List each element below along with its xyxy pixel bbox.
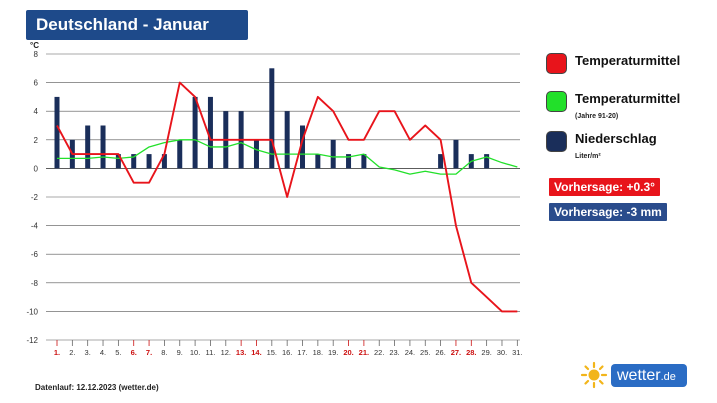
x-tick-label: 22. — [374, 348, 384, 357]
legend-swatch-precipitation — [546, 131, 567, 152]
x-tick-label: 1. — [54, 348, 60, 357]
precipitation-bar — [253, 139, 259, 169]
x-tick-label: 4. — [100, 348, 106, 357]
legend-item-temperature: Temperaturmittel — [546, 53, 680, 74]
forecast-temperature-badge: Vorhersage: +0.3° — [549, 178, 660, 196]
legend-sub-temperature-normal: (Jahre 91-20) — [575, 113, 619, 120]
precipitation-bar — [100, 125, 106, 169]
legend-item-precipitation: Niederschlag Liter/m² — [546, 131, 657, 164]
precipitation-bar — [146, 154, 152, 169]
x-tick-label: 3. — [85, 348, 91, 357]
legend-label-precipitation: Niederschlag — [575, 131, 657, 146]
x-tick-label: 13. — [236, 348, 246, 357]
legend-item-temperature-normal: Temperaturmittel (Jahre 91-20) — [546, 91, 680, 124]
y-tick-label: 2 — [34, 136, 39, 145]
x-tick-label: 10. — [190, 348, 200, 357]
x-tick-label: 20. — [343, 348, 353, 357]
y-tick-label: 8 — [34, 50, 39, 59]
legend-swatch-temperature-normal — [546, 91, 567, 112]
y-tick-label: -6 — [31, 250, 39, 259]
x-tick-label: 6. — [131, 348, 137, 357]
x-tick-label: 15. — [267, 348, 277, 357]
precipitation-bar — [315, 154, 321, 169]
legend-swatch-temperature — [546, 53, 567, 74]
x-tick-label: 24. — [405, 348, 415, 357]
x-tick-label: 19. — [328, 348, 338, 357]
y-tick-label: -2 — [31, 193, 39, 202]
x-tick-label: 11. — [206, 348, 216, 357]
precipitation-bar — [177, 139, 183, 169]
logo-wordmark: wetter.de — [611, 364, 687, 387]
x-tick-label: 26. — [435, 348, 445, 357]
data-run-footer: Datenlauf: 12.12.2023 (wetter.de) — [35, 383, 159, 392]
x-tick-label: 23. — [389, 348, 399, 357]
precipitation-bar — [284, 111, 290, 169]
legend-text-precipitation: Niederschlag Liter/m² — [575, 131, 657, 164]
wetter-logo: wetter.de — [577, 361, 689, 389]
x-tick-label: 5. — [115, 348, 121, 357]
x-tick-label: 25. — [420, 348, 430, 357]
x-tick-label: 31. — [512, 348, 522, 357]
legend-text-temperature-normal: Temperaturmittel (Jahre 91-20) — [575, 91, 680, 124]
precipitation-bar — [85, 125, 91, 169]
x-tick-label: 17. — [297, 348, 307, 357]
logo-suffix: .de — [660, 371, 676, 383]
precipitation-bar — [453, 139, 459, 169]
x-tick-label: 8. — [161, 348, 167, 357]
x-tick-label: 12. — [221, 348, 231, 357]
x-tick-label: 27. — [451, 348, 461, 357]
precipitation-bar — [484, 154, 490, 169]
page-title: Deutschland - Januar — [26, 10, 248, 40]
precipitation-bar — [131, 154, 137, 169]
precipitation-bar — [207, 96, 213, 169]
y-axis-unit: °C — [30, 41, 39, 50]
precipitation-bar — [361, 154, 367, 169]
y-tick-label: 0 — [34, 164, 39, 173]
precipitation-bar — [346, 154, 352, 169]
y-tick-label: 4 — [34, 107, 39, 116]
x-tick-label: 7. — [146, 348, 152, 357]
precipitation-bar — [161, 154, 167, 169]
y-tick-label: 6 — [34, 79, 39, 88]
logo-brand: wetter — [617, 367, 661, 384]
precipitation-bar — [269, 68, 275, 169]
x-tick-label: 18. — [313, 348, 323, 357]
forecast-precipitation-badge: Vorhersage: -3 mm — [549, 203, 667, 221]
precipitation-bar — [192, 96, 198, 169]
x-tick-label: 28. — [466, 348, 476, 357]
y-tick-label: -10 — [26, 307, 38, 316]
legend-label-temperature: Temperaturmittel — [575, 53, 681, 68]
x-tick-label: 21. — [359, 348, 369, 357]
precipitation-bar — [115, 154, 121, 169]
legend-sub-precipitation: Liter/m² — [575, 153, 601, 160]
precipitation-bar — [438, 154, 444, 169]
y-tick-label: -8 — [31, 279, 39, 288]
precipitation-bar — [54, 96, 60, 169]
x-tick-label: 14. — [251, 348, 261, 357]
precipitation-bar — [330, 139, 336, 169]
x-tick-label: 9. — [177, 348, 183, 357]
temperature-line — [56, 81, 518, 313]
x-tick-label: 29. — [481, 348, 491, 357]
y-tick-label: -12 — [26, 336, 38, 345]
x-tick-label: 30. — [497, 348, 507, 357]
x-tick-label: 16. — [282, 348, 292, 357]
x-tick-label: 2. — [69, 348, 75, 357]
precipitation-bar — [300, 125, 306, 169]
sun-icon — [580, 361, 608, 389]
temperature-normal-line — [57, 139, 518, 175]
legend-label-temperature-normal: Temperaturmittel — [575, 91, 681, 106]
y-tick-label: -4 — [31, 222, 39, 231]
